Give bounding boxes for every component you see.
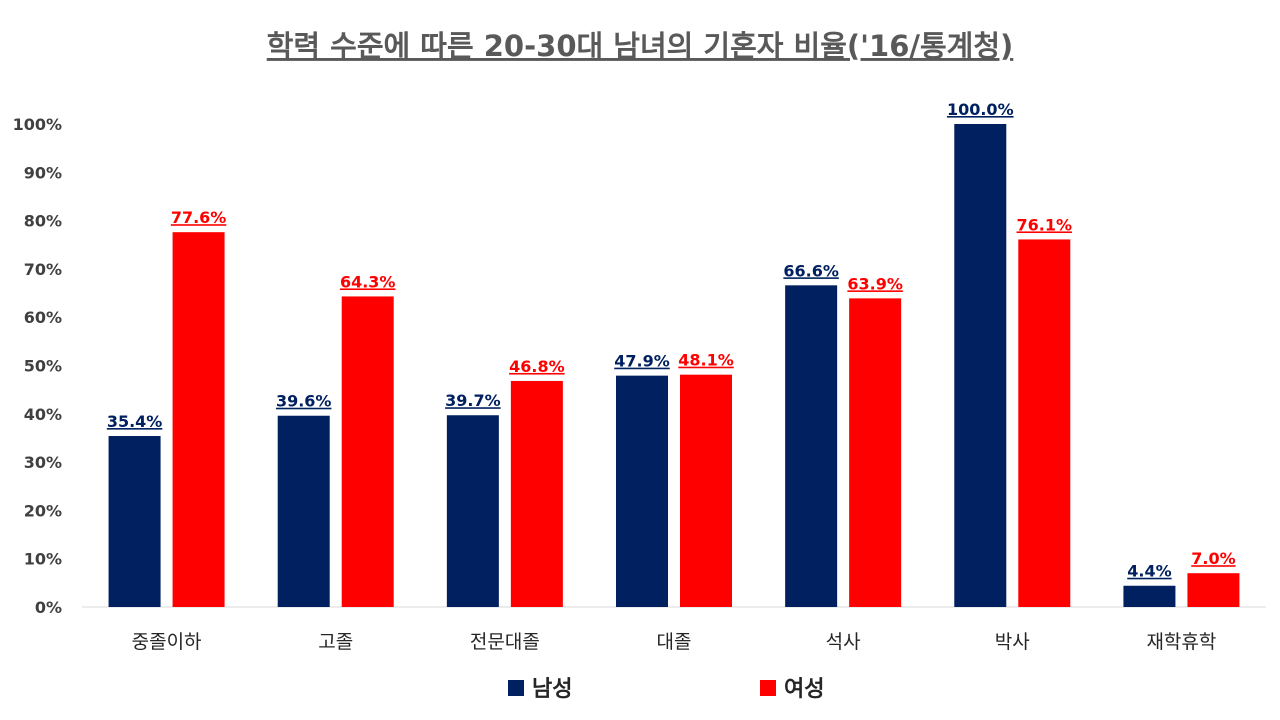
bar-male [446,415,499,607]
y-tick-label: 100% [13,115,62,134]
bar-female [510,380,563,607]
bar-female [680,374,732,607]
y-tick-label: 30% [24,453,62,472]
data-label: 77.6% [171,208,227,227]
data-label: 48.1% [678,351,734,370]
data-label: 76.1% [1017,215,1073,234]
data-label: 39.6% [276,392,332,411]
y-tick-label: 90% [24,163,62,182]
bar-male [108,436,161,607]
legend: 남성 여성 [508,677,824,702]
y-tick-label: 0% [35,598,62,617]
data-label: 63.9% [847,274,903,293]
y-tick-label: 80% [24,212,62,231]
data-label: 46.8% [509,357,565,376]
y-tick-label: 60% [24,308,62,327]
y-tick-label: 40% [24,405,62,424]
category-label: 박사 [995,631,1030,653]
legend-swatch [760,680,776,696]
category-label: 전문대졸 [470,631,540,653]
bar-male [277,415,330,607]
data-label: 47.9% [614,352,670,371]
bar-female [1018,239,1071,607]
data-label: 64.3% [340,272,396,291]
y-tick-label: 20% [24,501,62,520]
category-labels: 중졸이하 고졸 전문대졸 대졸 석사 박사 재학휴학 [132,631,1217,653]
y-axis-ticks: 0% 10% 20% 30% 40% 50% 60% 70% 80% 90% 100% [13,115,62,617]
bar-male [954,124,1007,607]
legend-swatch [508,680,524,696]
bar-male [1123,585,1176,607]
bar-female [341,296,394,607]
y-tick-label: 10% [24,550,62,569]
chart-title: 학력 수준에 따른 20-30대 남녀의 기혼자 비율('16/통계청) [267,29,1014,63]
bar-male [785,285,838,607]
category-label: 재학휴학 [1146,631,1216,653]
legend-label: 남성 [532,677,572,702]
data-label: 4.4% [1127,562,1171,581]
category-label: 대졸 [657,631,692,653]
y-tick-label: 70% [24,260,62,279]
category-label: 석사 [826,631,861,653]
legend-label: 여성 [784,677,824,702]
data-label: 39.7% [445,391,501,410]
bar-female [172,232,225,607]
data-label: 35.4% [107,412,163,431]
data-label: 7.0% [1191,549,1235,568]
data-label: 66.6% [783,261,839,280]
data-label: 100.0% [947,100,1014,119]
bar-female [1187,573,1240,607]
category-label: 고졸 [318,631,353,653]
category-label: 중졸이하 [132,631,202,653]
bar-male [616,375,668,607]
y-tick-label: 50% [24,357,62,376]
bar-female [849,298,902,607]
bars-group: 35.4% 77.6% 39.6% 64.3% 39.7% 46.8% 47.9% 48.1%… [107,100,1240,607]
